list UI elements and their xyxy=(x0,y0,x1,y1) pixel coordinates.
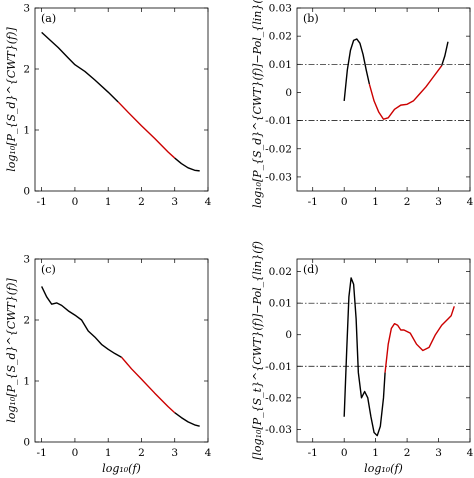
plot-frame xyxy=(34,258,209,443)
y-tick-label: -0.03 xyxy=(265,424,292,436)
x-tick-label: -1 xyxy=(37,447,47,459)
y-tick-label: 2 xyxy=(23,64,30,76)
x-tick-label: 1 xyxy=(372,447,379,459)
x-tick-label: -1 xyxy=(308,196,318,208)
x-axis-label: log₁₀(f) xyxy=(102,462,141,475)
y-tick-label: 1 xyxy=(23,376,30,388)
y-axis-label: log₁₀[P_{S_d}^{CWT}(f)] xyxy=(5,278,18,423)
y-tick-label: -0.01 xyxy=(265,361,292,373)
plot-frame xyxy=(34,7,209,192)
y-tick-label: 0 xyxy=(23,186,30,198)
x-tick-label: 2 xyxy=(404,196,411,208)
x-tick-label: 2 xyxy=(404,447,411,459)
y-tick-label: 0 xyxy=(285,329,292,341)
x-tick-label: 0 xyxy=(341,196,348,208)
plot-frame xyxy=(296,7,471,192)
y-tick-label: 0 xyxy=(285,87,292,99)
x-tick-label: 0 xyxy=(72,447,79,459)
series-line-0 xyxy=(343,277,386,437)
y-tick-label: -0.03 xyxy=(265,171,292,183)
x-tick-label: 1 xyxy=(105,196,112,208)
series-line-1 xyxy=(120,356,176,414)
x-tick-label: 3 xyxy=(435,196,442,208)
series-line-1 xyxy=(368,65,443,120)
panel-a: -1 0 1 2 3 4 0 1 2 3 (a) log₁₀[P_{S_d}^{CWT}(f)] xyxy=(5,3,212,209)
series-line-1 xyxy=(117,101,176,159)
x-tick-label: 3 xyxy=(435,447,442,459)
panel-label: (d) xyxy=(303,263,319,276)
x-tick-label: 3 xyxy=(171,447,178,459)
y-tick-label: 1 xyxy=(23,125,30,137)
x-tick-label: 1 xyxy=(105,447,112,459)
x-axis-label: log₁₀(f) xyxy=(364,462,403,475)
series-line-0 xyxy=(343,38,371,101)
y-tick-label: 0 xyxy=(23,437,30,449)
y-tick-label: 2 xyxy=(23,315,30,327)
series-line-1 xyxy=(384,306,455,373)
x-tick-label: 4 xyxy=(467,196,474,208)
panel-c: -1 0 1 2 3 4 0 1 2 3 (c) log₁₀[P_{S_d}^{CWT}(f)]log… xyxy=(5,254,212,476)
panel-label: (a) xyxy=(41,12,56,25)
y-tick-label: 0.02 xyxy=(269,31,292,43)
y-tick-label: 3 xyxy=(23,3,30,15)
y-axis-label: log₁₀[P_{S_d}^{CWT}(f)] xyxy=(5,27,18,172)
x-tick-label: 4 xyxy=(205,447,212,459)
panel-b: -1 0 1 2 3 4 0.03 0.02 0.01 0 -0.01 -0.02 -0.03 (b) lo… xyxy=(251,0,474,208)
x-tick-label: -1 xyxy=(308,447,318,459)
x-tick-label: 0 xyxy=(341,447,348,459)
plot-frame xyxy=(296,258,471,443)
y-tick-label: 0.03 xyxy=(269,3,292,15)
x-tick-label: 4 xyxy=(467,447,474,459)
y-tick-label: 0.01 xyxy=(269,59,292,71)
y-tick-label: 0.02 xyxy=(269,266,292,278)
y-axis-label: log₁₀[P_{S_d}^{CWT}(f)]−Pol_{lin}(f) xyxy=(251,0,264,208)
x-tick-label: 2 xyxy=(138,447,145,459)
x-tick-label: 1 xyxy=(372,196,379,208)
x-tick-label: -1 xyxy=(37,196,47,208)
x-tick-label: 3 xyxy=(171,196,178,208)
x-tick-label: 0 xyxy=(72,196,79,208)
y-axis-label: [log₁₀[P_{S_t}^{CWT}(f)]−Pol_{lin}(f) xyxy=(251,241,264,460)
panel-label: (b) xyxy=(303,12,319,25)
x-tick-label: 4 xyxy=(205,196,212,208)
series-line-2 xyxy=(174,412,200,427)
series-line-0 xyxy=(41,286,122,358)
y-tick-label: -0.02 xyxy=(265,392,292,404)
x-tick-label: 2 xyxy=(138,196,145,208)
y-tick-label: -0.01 xyxy=(265,115,292,127)
series-line-2 xyxy=(441,41,449,66)
series-line-0 xyxy=(41,31,119,103)
panel-d: -1 0 1 2 3 4 0.02 0.01 0 -0.01 -0.02 -0.03 (d) [log₁₀… xyxy=(251,241,474,475)
series-line-2 xyxy=(174,157,200,172)
y-tick-label: 3 xyxy=(23,254,30,266)
y-tick-label: -0.02 xyxy=(265,143,292,155)
panel-label: (c) xyxy=(41,263,56,276)
y-tick-label: 0.01 xyxy=(269,298,292,310)
